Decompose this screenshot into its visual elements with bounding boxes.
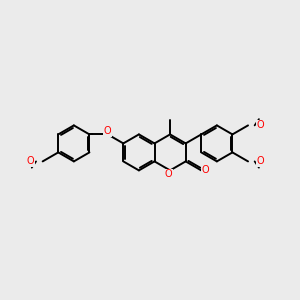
Text: O: O: [27, 156, 34, 167]
Text: O: O: [165, 169, 172, 179]
Text: O: O: [256, 120, 264, 130]
Text: O: O: [104, 126, 112, 136]
Text: O: O: [256, 156, 264, 167]
Text: O: O: [201, 165, 209, 176]
